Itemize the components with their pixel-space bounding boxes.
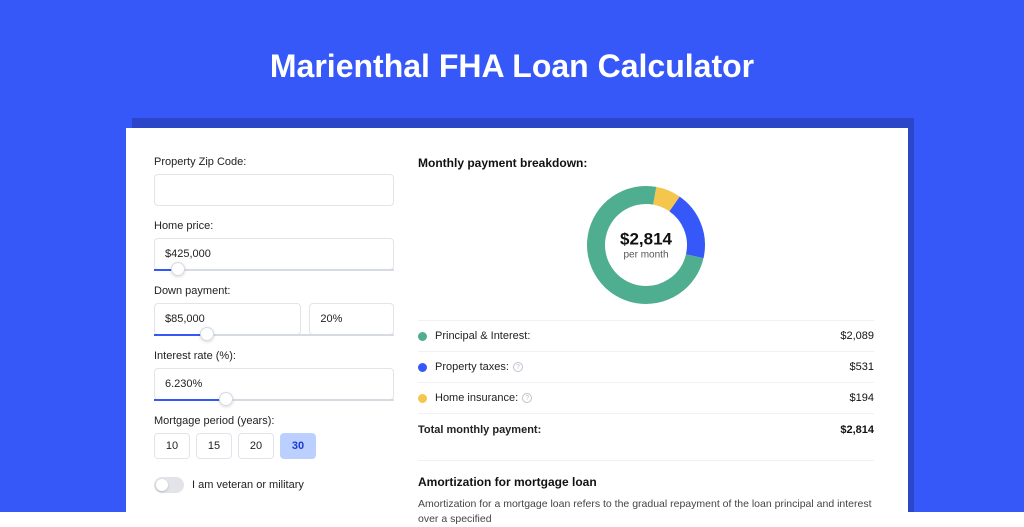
- info-icon[interactable]: ?: [513, 362, 523, 372]
- legend-row: Principal & Interest:$2,089: [418, 321, 874, 352]
- legend-label: Home insurance:?: [435, 392, 850, 404]
- down-payment-slider[interactable]: [154, 334, 394, 336]
- form-panel: Property Zip Code: Home price: Down paym…: [154, 156, 394, 512]
- legend-total-label: Total monthly payment:: [418, 424, 840, 436]
- period-btn-10[interactable]: 10: [154, 433, 190, 459]
- breakdown-panel: Monthly payment breakdown: $2,814 per mo…: [418, 156, 874, 512]
- period-btn-15[interactable]: 15: [196, 433, 232, 459]
- down-payment-label: Down payment:: [154, 285, 394, 297]
- home-price-input[interactable]: [154, 238, 394, 270]
- home-price-label: Home price:: [154, 220, 394, 232]
- zip-group: Property Zip Code:: [154, 156, 394, 206]
- breakdown-title: Monthly payment breakdown:: [418, 156, 874, 170]
- legend-dot: [418, 394, 427, 403]
- down-payment-amount-input[interactable]: [154, 303, 301, 335]
- home-price-group: Home price:: [154, 220, 394, 271]
- zip-label: Property Zip Code:: [154, 156, 394, 168]
- down-payment-percent-input[interactable]: [309, 303, 394, 335]
- down-payment-group: Down payment:: [154, 285, 394, 336]
- amortization-title: Amortization for mortgage loan: [418, 475, 874, 489]
- amortization-text: Amortization for a mortgage loan refers …: [418, 497, 874, 527]
- donut-amount: $2,814: [620, 230, 672, 250]
- legend-dot: [418, 363, 427, 372]
- interest-rate-input[interactable]: [154, 368, 394, 400]
- legend-value: $194: [850, 392, 874, 404]
- mortgage-period-label: Mortgage period (years):: [154, 415, 394, 427]
- period-btn-30[interactable]: 30: [280, 433, 316, 459]
- legend-label: Principal & Interest:: [435, 330, 840, 342]
- donut-wrap: $2,814 per month: [418, 178, 874, 320]
- legend-dot: [418, 332, 427, 341]
- legend-total-value: $2,814: [840, 424, 874, 436]
- veteran-row: I am veteran or military: [154, 477, 394, 493]
- interest-rate-slider[interactable]: [154, 399, 394, 401]
- donut-sub: per month: [620, 250, 672, 261]
- calculator-card: Property Zip Code: Home price: Down paym…: [126, 128, 908, 512]
- donut-center: $2,814 per month: [620, 230, 672, 261]
- legend-label: Property taxes:?: [435, 361, 850, 373]
- legend-value: $2,089: [840, 330, 874, 342]
- page-title: Marienthal FHA Loan Calculator: [0, 0, 1024, 113]
- home-price-slider[interactable]: [154, 269, 394, 271]
- legend-row: Property taxes:?$531: [418, 352, 874, 383]
- veteran-toggle[interactable]: [154, 477, 184, 493]
- legend-value: $531: [850, 361, 874, 373]
- amortization-section: Amortization for mortgage loan Amortizat…: [418, 460, 874, 527]
- legend: Principal & Interest:$2,089Property taxe…: [418, 320, 874, 414]
- zip-input[interactable]: [154, 174, 394, 206]
- interest-rate-label: Interest rate (%):: [154, 350, 394, 362]
- interest-rate-group: Interest rate (%):: [154, 350, 394, 401]
- mortgage-period-group: Mortgage period (years): 10152030: [154, 415, 394, 459]
- period-button-group: 10152030: [154, 433, 394, 459]
- period-btn-20[interactable]: 20: [238, 433, 274, 459]
- info-icon[interactable]: ?: [522, 393, 532, 403]
- donut-chart: $2,814 per month: [585, 184, 707, 306]
- legend-row: Home insurance:?$194: [418, 383, 874, 414]
- legend-total-row: Total monthly payment: $2,814: [418, 414, 874, 446]
- veteran-label: I am veteran or military: [192, 479, 304, 491]
